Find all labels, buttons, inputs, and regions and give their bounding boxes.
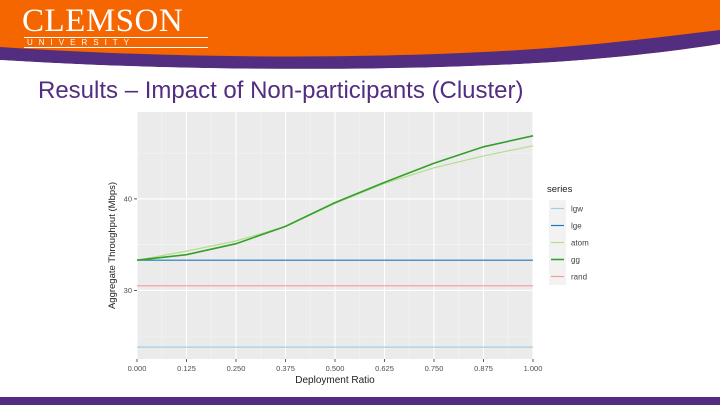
- clemson-logo: CLEMSON UNIVERSITY: [22, 4, 212, 48]
- legend-label-lgw: lgw: [571, 205, 583, 214]
- x-tick-label: 0.250: [227, 364, 246, 373]
- y-tick-label: 30: [124, 286, 132, 295]
- x-tick-label: 0.875: [474, 364, 493, 373]
- logo-subtitle: UNIVERSITY: [27, 37, 136, 47]
- x-tick-label: 0.000: [128, 364, 147, 373]
- y-axis-title: Aggregate Throughput (Mbps): [107, 182, 118, 309]
- series-line-atom: [136, 145, 534, 261]
- x-tick-label: 0.375: [276, 364, 295, 373]
- x-tick-label: 0.750: [425, 364, 444, 373]
- legend-label-atom: atom: [571, 239, 589, 248]
- slide-title: Results – Impact of Non-participants (Cl…: [38, 77, 524, 104]
- x-tick-label: 0.125: [177, 364, 196, 373]
- x-tick-label: 1.000: [524, 364, 543, 373]
- x-tick-label: 0.625: [375, 364, 394, 373]
- footer-bar: [0, 397, 720, 405]
- legend-label-gg: gg: [571, 256, 580, 265]
- line-chart: 0.000 0.125 0.250 0.375 0.500 0.625 0.750 0.875…: [107, 112, 589, 386]
- logo-wordmark: CLEMSON: [22, 3, 184, 39]
- logo-subtitle-band: UNIVERSITY: [24, 37, 208, 48]
- legend-label-lge: lge: [571, 222, 582, 231]
- legend-label-rand: rand: [571, 273, 587, 282]
- series-line-gg: [136, 135, 534, 261]
- x-tick-label: 0.500: [326, 364, 345, 373]
- header-wave: [0, 30, 720, 80]
- legend-title: series: [547, 184, 573, 195]
- y-tick-label: 40: [124, 194, 132, 203]
- x-axis-title: Deployment Ratio: [295, 375, 375, 386]
